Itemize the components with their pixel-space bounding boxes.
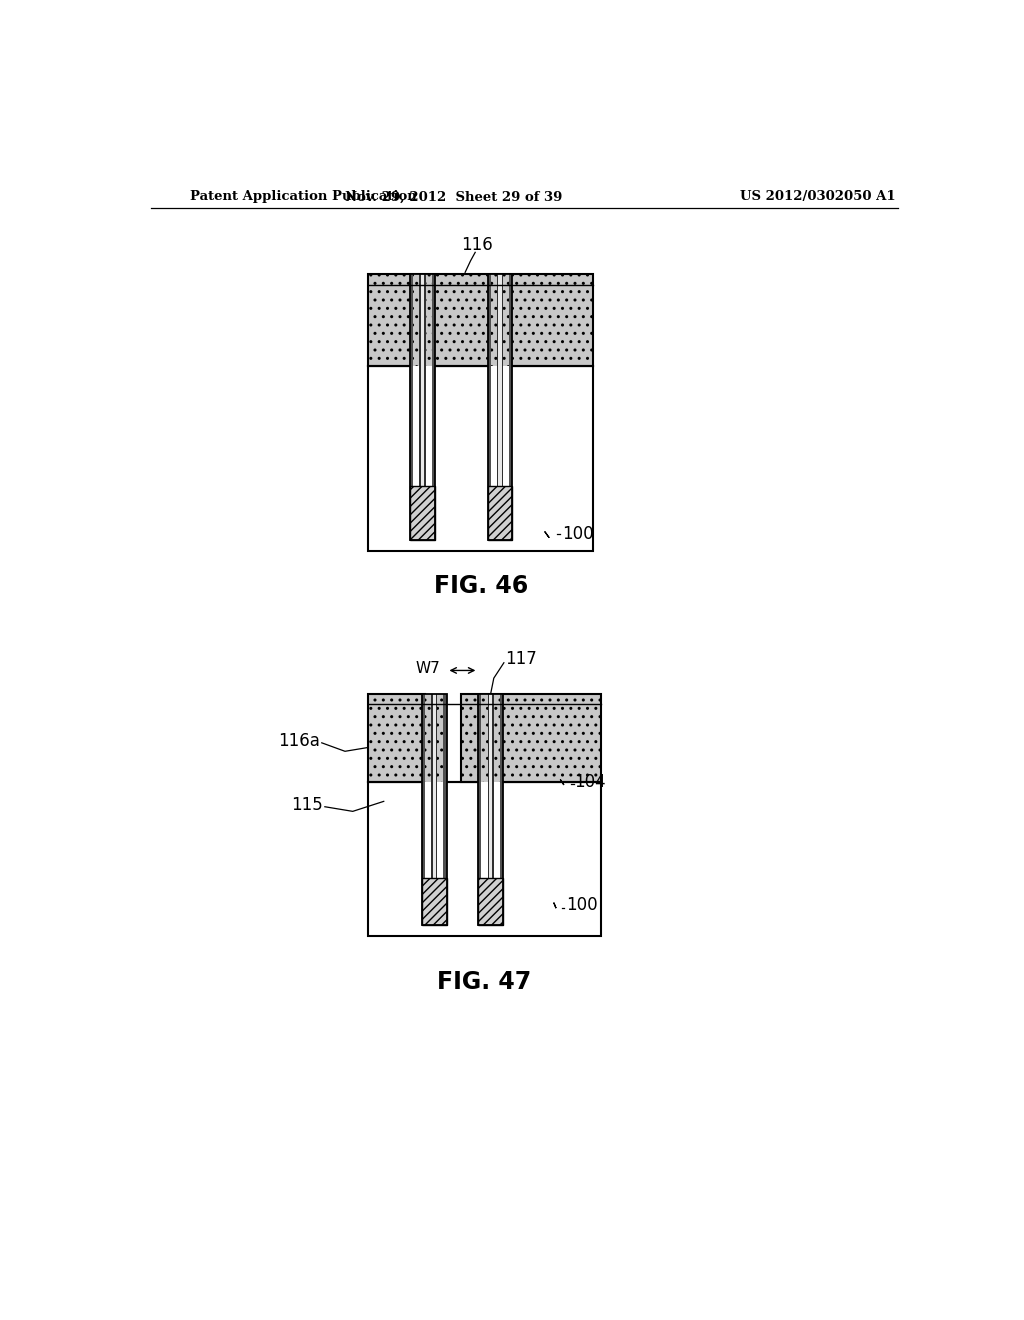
Bar — [431, 781, 432, 924]
Bar — [487, 275, 490, 540]
Bar — [420, 367, 421, 540]
Text: 100: 100 — [566, 896, 597, 915]
Bar — [410, 275, 435, 540]
Bar — [461, 693, 601, 781]
Text: 117: 117 — [506, 649, 538, 668]
Bar — [410, 275, 414, 540]
Bar — [502, 275, 503, 540]
Bar — [497, 275, 499, 540]
Bar — [410, 486, 435, 540]
Bar — [487, 781, 489, 924]
Bar — [422, 693, 446, 781]
Bar — [410, 275, 435, 367]
Bar — [369, 367, 593, 552]
Text: 100: 100 — [562, 525, 594, 543]
Bar — [422, 693, 446, 924]
Bar — [481, 693, 500, 781]
Bar — [435, 781, 437, 924]
Bar — [478, 693, 503, 781]
Text: Patent Application Publication: Patent Application Publication — [190, 190, 417, 203]
Bar — [493, 781, 494, 924]
Bar — [424, 367, 426, 540]
Bar — [509, 275, 512, 540]
Bar — [421, 275, 424, 540]
Bar — [443, 693, 446, 924]
Bar — [369, 275, 593, 367]
Bar — [422, 878, 446, 924]
Text: 115: 115 — [292, 796, 324, 814]
Bar — [369, 693, 425, 781]
Bar — [432, 275, 435, 540]
Bar — [432, 781, 435, 924]
Bar — [425, 781, 443, 924]
Bar — [424, 275, 426, 540]
Text: 116: 116 — [461, 236, 493, 253]
Bar — [432, 693, 435, 924]
Bar — [487, 486, 512, 540]
Text: FIG. 47: FIG. 47 — [437, 970, 531, 994]
Bar — [369, 781, 601, 936]
Bar — [422, 693, 425, 924]
Bar — [490, 367, 509, 540]
Bar — [478, 878, 503, 924]
Text: 116a: 116a — [279, 733, 321, 750]
Bar — [490, 275, 509, 367]
Bar — [478, 693, 481, 924]
Bar — [478, 693, 503, 924]
Bar — [487, 693, 489, 924]
Bar — [493, 693, 494, 924]
Bar — [502, 367, 503, 540]
Bar — [425, 693, 443, 781]
Bar — [414, 367, 432, 540]
Text: Nov. 29, 2012  Sheet 29 of 39: Nov. 29, 2012 Sheet 29 of 39 — [345, 190, 562, 203]
Bar — [487, 275, 512, 367]
Bar — [489, 693, 493, 924]
Bar — [420, 275, 421, 540]
Text: 104: 104 — [573, 774, 605, 791]
Bar — [489, 781, 493, 924]
Bar — [431, 693, 432, 924]
Bar — [500, 693, 503, 924]
Text: W7: W7 — [416, 660, 440, 676]
Bar — [421, 367, 424, 540]
Bar — [487, 275, 512, 540]
Bar — [499, 275, 502, 540]
Bar — [497, 367, 499, 540]
Bar — [435, 693, 437, 924]
Text: US 2012/0302050 A1: US 2012/0302050 A1 — [740, 190, 896, 203]
Bar — [414, 275, 432, 367]
Text: FIG. 46: FIG. 46 — [433, 574, 527, 598]
Bar — [499, 367, 502, 540]
Bar — [481, 781, 500, 924]
